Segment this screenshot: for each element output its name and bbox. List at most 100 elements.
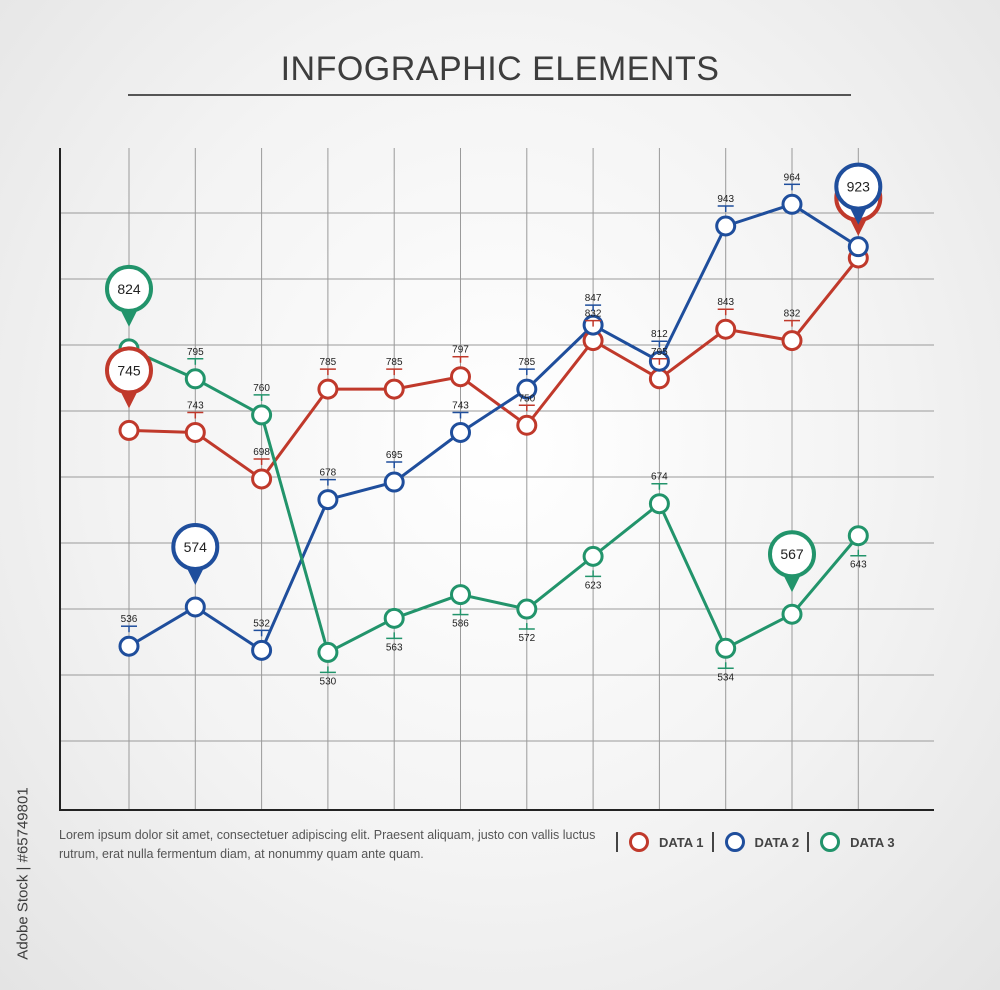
data-point-data-3: [251, 404, 273, 426]
value-tick-data-1: 743: [187, 400, 204, 419]
legend-label-data-1: DATA 1: [659, 834, 704, 850]
value-tick-data-3: 760: [253, 383, 270, 401]
stock-watermark: Adobe Stock | #65749801: [8, 770, 32, 980]
pin-head: [105, 264, 153, 313]
chart-legend: DATA 1 DATA 2 DATA 3: [612, 828, 899, 856]
data-point-data-3: [715, 637, 737, 659]
pin-value-label: 824: [117, 281, 141, 297]
value-tick-data-1: 698: [253, 447, 270, 465]
value-tick-data-2: 847: [585, 293, 602, 312]
pin-head: [171, 522, 220, 571]
value-tick-data-3: 795: [187, 347, 204, 365]
value-tick-data-2: 695: [386, 450, 403, 469]
data-point-data-3: [383, 607, 405, 629]
legend-item-data-2: DATA 2: [724, 832, 800, 852]
tick-value-label: 795: [187, 347, 204, 358]
tick-value-label: 760: [253, 383, 270, 394]
value-tick-data-2: 964: [784, 172, 801, 191]
tick-value-label: 532: [253, 618, 270, 629]
tick-value-label: 832: [585, 309, 602, 320]
tick-value-label: 964: [784, 172, 801, 183]
value-tick-data-3: 586: [452, 608, 469, 630]
data-point-data-1: [450, 366, 471, 388]
legend-swatch-data-3: [820, 832, 841, 852]
tick-value-label: 586: [452, 619, 469, 630]
pin-value-label: 745: [117, 362, 141, 378]
caption-text: Lorem ipsum dolor sit amet, consectetuer…: [59, 828, 596, 861]
pin-head: [768, 530, 816, 579]
value-pin-data-1: 745: [105, 346, 153, 409]
value-tick-data-3: 530: [320, 666, 337, 687]
tick-value-label: 698: [253, 447, 270, 458]
value-tick-data-2: 812: [651, 329, 668, 348]
pin-head: [105, 346, 153, 395]
tick-value-label: 534: [717, 672, 734, 683]
value-tick-data-2: 536: [121, 614, 138, 633]
value-tick-data-3: 534: [717, 662, 734, 683]
value-tick-data-1: 785: [320, 357, 337, 376]
tick-value-label: 785: [518, 357, 535, 368]
value-tick-data-1: 797: [452, 345, 469, 363]
data-point-data-3: [450, 584, 471, 606]
value-tick-data-2: 743: [452, 400, 469, 419]
legend-separator: [807, 832, 810, 852]
data-point-data-1: [516, 414, 538, 436]
legend-separator: [616, 832, 618, 852]
pin-value-label: 574: [184, 539, 208, 555]
chart-title: INFOGRAPHIC ELEMENTS: [280, 50, 720, 88]
data-point-data-1: [383, 378, 405, 400]
series-points: [118, 193, 869, 663]
pin-value-label: 567: [780, 546, 804, 562]
legend-swatch-data-1: [629, 832, 649, 852]
data-point-data-3: [847, 525, 869, 547]
legend-label-data-3: DATA 3: [850, 834, 895, 850]
chart-grid: [60, 148, 934, 810]
value-pin-data-2: 923: [834, 162, 883, 225]
data-point-data-3: [781, 603, 803, 625]
data-point-data-3: [582, 545, 604, 567]
data-labels: 7457436987857857977508327958438329125365…: [105, 162, 883, 687]
value-tick-data-3: 674: [651, 472, 668, 490]
value-pin-data-3: 567: [768, 530, 816, 593]
data-point-data-1: [317, 378, 339, 400]
data-point-data-2: [715, 215, 737, 237]
tick-value-label: 785: [320, 357, 337, 368]
tick-value-label: 536: [121, 614, 138, 625]
value-tick-data-3: 572: [518, 623, 536, 644]
data-point-data-1: [715, 318, 737, 340]
value-tick-data-3: 643: [850, 549, 867, 571]
data-point-data-2: [118, 635, 140, 657]
series-line-data-1: [128, 257, 860, 481]
tick-value-label: 743: [452, 400, 469, 411]
tick-value-label: 563: [386, 642, 403, 653]
tick-value-label: 943: [717, 194, 734, 205]
title-underline: [128, 94, 851, 96]
value-tick-data-2: 678: [320, 468, 337, 486]
legend-swatch-data-2: [724, 832, 745, 852]
data-point-data-3: [317, 641, 339, 663]
pin-value-label: 923: [847, 179, 871, 195]
value-tick-data-3: 563: [386, 632, 403, 653]
tick-value-label: 572: [518, 633, 535, 644]
value-tick-data-2: 532: [253, 618, 270, 637]
tick-value-label: 695: [386, 450, 403, 461]
legend-label-data-2: DATA 2: [754, 834, 800, 850]
data-point-data-2: [251, 639, 273, 661]
value-tick-data-1: 795: [651, 347, 668, 365]
value-tick-data-1: 750: [518, 393, 536, 412]
tick-value-label: 847: [585, 293, 602, 304]
tick-value-label: 785: [386, 357, 403, 368]
tick-value-label: 750: [518, 393, 535, 404]
data-point-data-2: [184, 596, 206, 618]
value-tick-data-1: 832: [585, 309, 602, 327]
tick-value-label: 623: [585, 580, 602, 591]
value-tick-data-2: 943: [717, 194, 734, 212]
tick-value-label: 530: [320, 676, 337, 687]
legend-item-data-3: DATA 3: [820, 832, 895, 852]
value-pin-data-2: 574: [171, 522, 220, 585]
data-point-data-1: [648, 368, 670, 390]
value-tick-data-1: 785: [386, 357, 403, 376]
value-tick-data-3: 623: [585, 570, 602, 591]
data-point-data-2: [516, 378, 538, 400]
data-point-data-3: [516, 598, 538, 620]
